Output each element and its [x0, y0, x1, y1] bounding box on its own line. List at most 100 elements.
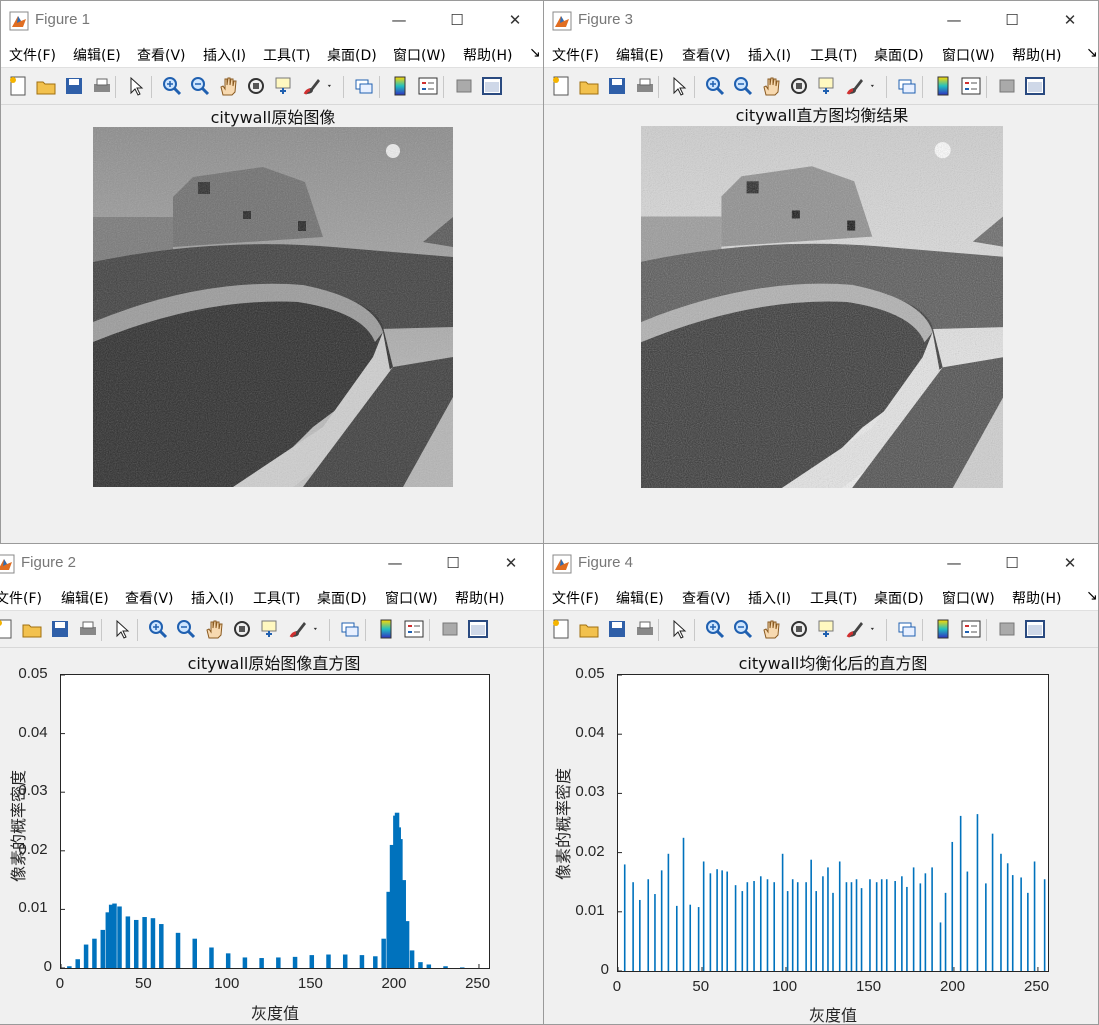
zoom-out-icon[interactable] [175, 618, 197, 640]
menu-edit[interactable]: 编辑(E) [73, 48, 121, 64]
menu-window[interactable]: 窗口(W) [942, 48, 995, 64]
pointer-icon[interactable] [668, 618, 690, 640]
brush-icon[interactable] [287, 618, 309, 640]
menu-file[interactable]: 文件(F) [552, 48, 599, 64]
new-figure-icon[interactable] [0, 618, 15, 640]
brush-icon[interactable] [301, 75, 323, 97]
close-button[interactable]: ✕ [1063, 11, 1077, 29]
menu-help[interactable]: 帮助(H) [1012, 48, 1062, 64]
figure1-window[interactable]: Figure 1 — ☐ ✕ 文件(F) 编辑(E) 查看(V) 插入(I) 工… [0, 0, 544, 544]
menu-window[interactable]: 窗口(W) [393, 48, 446, 64]
menu-file[interactable]: 文件(F) [0, 591, 42, 607]
zoom-in-icon[interactable] [704, 75, 726, 97]
maximize-button[interactable]: ☐ [1005, 11, 1019, 29]
brush-icon[interactable] [844, 75, 866, 97]
zoom-in-icon[interactable] [147, 618, 169, 640]
menu-overflow[interactable]: ↘ [529, 45, 541, 61]
rotate-3d-icon[interactable] [245, 75, 267, 97]
menu-view[interactable]: 查看(V) [682, 591, 731, 607]
brush-icon[interactable] [844, 618, 866, 640]
new-figure-icon[interactable] [550, 618, 572, 640]
close-button[interactable]: ✕ [1063, 554, 1077, 572]
pan-hand-icon[interactable] [203, 618, 225, 640]
menu-desktop[interactable]: 桌面(D) [317, 591, 367, 607]
figure1-titlebar[interactable]: Figure 1 — ☐ ✕ [1, 1, 543, 39]
open-file-icon[interactable] [578, 618, 600, 640]
colorbar-icon[interactable] [932, 618, 954, 640]
data-cursor-icon[interactable] [816, 75, 838, 97]
menu-edit[interactable]: 编辑(E) [616, 48, 664, 64]
menu-desktop[interactable]: 桌面(D) [874, 48, 924, 64]
print-icon[interactable] [634, 618, 656, 640]
menu-overflow[interactable]: ↘ [1086, 588, 1098, 604]
menu-desktop[interactable]: 桌面(D) [874, 591, 924, 607]
menu-view[interactable]: 查看(V) [682, 48, 731, 64]
show-plot-tools-icon[interactable] [1024, 75, 1046, 97]
brush-dropdown-icon[interactable] [868, 75, 880, 97]
show-plot-tools-icon[interactable] [481, 75, 503, 97]
pan-hand-icon[interactable] [760, 618, 782, 640]
figure4-titlebar[interactable]: Figure 4 — ☐ ✕ [544, 544, 1098, 582]
menu-view[interactable]: 查看(V) [137, 48, 186, 64]
pointer-icon[interactable] [125, 75, 147, 97]
figure2-window[interactable]: Figure 2 — ☐ ✕ 文件(F) 编辑(E) 查看(V) 插入(I) 工… [0, 543, 544, 1025]
zoom-in-icon[interactable] [161, 75, 183, 97]
figure4-window[interactable]: Figure 4 — ☐ ✕ 文件(F) 编辑(E) 查看(V) 插入(I) 工… [543, 543, 1099, 1025]
menu-tools[interactable]: 工具(T) [253, 591, 301, 607]
menu-edit[interactable]: 编辑(E) [61, 591, 109, 607]
legend-icon[interactable] [403, 618, 425, 640]
hide-plot-tools-icon[interactable] [453, 75, 475, 97]
zoom-out-icon[interactable] [189, 75, 211, 97]
show-plot-tools-icon[interactable] [467, 618, 489, 640]
link-plot-icon[interactable] [896, 75, 918, 97]
menu-overflow[interactable]: ↘ [1086, 45, 1098, 61]
menu-help[interactable]: 帮助(H) [455, 591, 505, 607]
print-icon[interactable] [634, 75, 656, 97]
menu-help[interactable]: 帮助(H) [463, 48, 513, 64]
link-plot-icon[interactable] [339, 618, 361, 640]
figure3-window[interactable]: Figure 3 — ☐ ✕ 文件(F) 编辑(E) 查看(V) 插入(I) 工… [543, 0, 1099, 544]
data-cursor-icon[interactable] [259, 618, 281, 640]
zoom-in-icon[interactable] [704, 618, 726, 640]
show-plot-tools-icon[interactable] [1024, 618, 1046, 640]
pointer-icon[interactable] [111, 618, 133, 640]
zoom-out-icon[interactable] [732, 75, 754, 97]
brush-dropdown-icon[interactable] [868, 618, 880, 640]
maximize-button[interactable]: ☐ [1005, 554, 1019, 572]
colorbar-icon[interactable] [389, 75, 411, 97]
minimize-button[interactable]: — [391, 11, 407, 29]
menu-insert[interactable]: 插入(I) [748, 591, 792, 607]
menu-desktop[interactable]: 桌面(D) [327, 48, 377, 64]
rotate-3d-icon[interactable] [788, 618, 810, 640]
menu-tools[interactable]: 工具(T) [810, 591, 858, 607]
legend-icon[interactable] [417, 75, 439, 97]
new-figure-icon[interactable] [7, 75, 29, 97]
colorbar-icon[interactable] [932, 75, 954, 97]
menu-file[interactable]: 文件(F) [9, 48, 56, 64]
pan-hand-icon[interactable] [217, 75, 239, 97]
histogram-axes[interactable] [617, 674, 1049, 972]
menu-insert[interactable]: 插入(I) [748, 48, 792, 64]
hide-plot-tools-icon[interactable] [996, 618, 1018, 640]
maximize-button[interactable]: ☐ [450, 11, 464, 29]
pan-hand-icon[interactable] [760, 75, 782, 97]
save-icon[interactable] [49, 618, 71, 640]
menu-window[interactable]: 窗口(W) [942, 591, 995, 607]
pointer-icon[interactable] [668, 75, 690, 97]
colorbar-icon[interactable] [375, 618, 397, 640]
brush-dropdown-icon[interactable] [325, 75, 337, 97]
menu-view[interactable]: 查看(V) [125, 591, 174, 607]
minimize-button[interactable]: — [946, 554, 962, 572]
rotate-3d-icon[interactable] [231, 618, 253, 640]
save-icon[interactable] [63, 75, 85, 97]
menu-file[interactable]: 文件(F) [552, 591, 599, 607]
link-plot-icon[interactable] [353, 75, 375, 97]
figure2-titlebar[interactable]: Figure 2 — ☐ ✕ [0, 544, 543, 582]
save-icon[interactable] [606, 75, 628, 97]
new-figure-icon[interactable] [550, 75, 572, 97]
minimize-button[interactable]: — [387, 554, 403, 572]
link-plot-icon[interactable] [896, 618, 918, 640]
menu-tools[interactable]: 工具(T) [810, 48, 858, 64]
brush-dropdown-icon[interactable] [311, 618, 323, 640]
data-cursor-icon[interactable] [273, 75, 295, 97]
